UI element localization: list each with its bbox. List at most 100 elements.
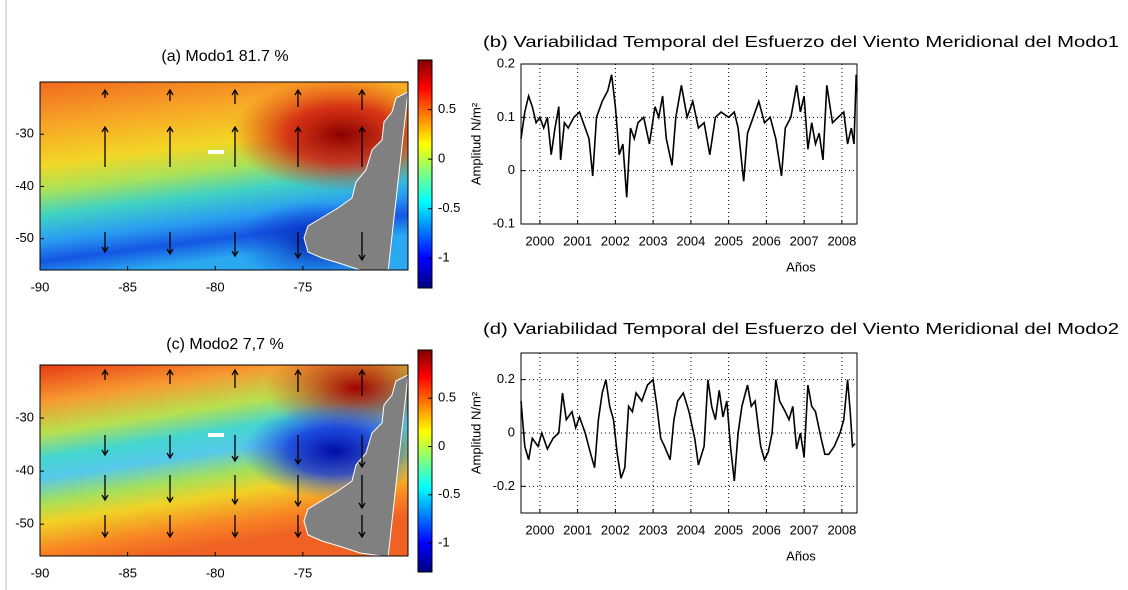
wind-arrow xyxy=(231,232,239,258)
y-tick-label: 0.2 xyxy=(497,371,515,386)
land xyxy=(303,91,408,270)
wind-arrow xyxy=(231,125,239,167)
x-tick-label: 2008 xyxy=(827,233,856,248)
series-line xyxy=(520,378,856,482)
wind-arrow xyxy=(101,368,109,380)
land-marker xyxy=(208,433,224,437)
x-tick-label: 2008 xyxy=(827,522,856,537)
x-tick-label: 2001 xyxy=(563,522,592,537)
y-tick-label: 0.2 xyxy=(497,55,515,70)
plot-frame xyxy=(39,364,409,557)
wind-arrow xyxy=(294,88,302,107)
x-tick-label: -90 xyxy=(31,565,50,580)
series-line xyxy=(520,74,858,198)
wind-arrow xyxy=(166,515,174,539)
x-tick-label: -85 xyxy=(118,279,137,294)
colorbar-tick-label: -0.5 xyxy=(438,486,460,501)
wind-arrow xyxy=(101,515,109,539)
y-tick-label: 0 xyxy=(508,424,515,439)
wind-arrow xyxy=(358,475,366,510)
colorbar xyxy=(417,59,433,289)
y-tick-label: -40 xyxy=(15,178,34,193)
colorbar-tick-label: 0 xyxy=(438,438,445,453)
y-tick-label: 0.1 xyxy=(497,109,515,124)
x-tick-label: -75 xyxy=(293,279,312,294)
wind-arrow xyxy=(101,232,109,254)
x-tick-label: 2005 xyxy=(714,522,743,537)
wind-arrow xyxy=(358,368,366,396)
y-tick-label: -40 xyxy=(15,463,34,478)
x-tick-label: 2005 xyxy=(714,233,743,248)
wind-arrow xyxy=(231,368,239,388)
x-tick-label: 2004 xyxy=(676,522,705,537)
colorbar-tick-label: 0 xyxy=(438,151,445,166)
wind-arrow xyxy=(358,515,366,539)
x-tick-label: 2002 xyxy=(601,233,630,248)
y-tick-label: -0.2 xyxy=(493,478,515,493)
panel-title: (d) Variabilidad Temporal del Esfuerzo d… xyxy=(483,321,1119,338)
wind-arrow xyxy=(166,368,174,384)
y-tick-label: -30 xyxy=(15,409,34,424)
plot-frame xyxy=(520,63,858,225)
wind-arrow xyxy=(101,435,109,457)
wind-arrow xyxy=(294,515,302,539)
wind-arrow xyxy=(294,475,302,508)
wind-arrow xyxy=(166,435,174,460)
x-tick-label: 2007 xyxy=(790,522,819,537)
x-axis-label: Años xyxy=(786,259,816,274)
colorbar-tick-label: 0.5 xyxy=(438,390,456,405)
map-field xyxy=(40,82,408,270)
y-axis-label: Amplitud N/m² xyxy=(468,102,483,185)
wind-arrow xyxy=(101,88,109,98)
wind-arrow xyxy=(358,232,366,262)
wind-arrow xyxy=(358,125,366,167)
x-tick-label: 2006 xyxy=(752,522,781,537)
x-tick-label: 2000 xyxy=(525,233,554,248)
wind-arrow xyxy=(231,515,239,539)
colorbar-tick-label: -1 xyxy=(438,534,450,549)
x-tick-label: 2001 xyxy=(563,233,592,248)
panel-title: (a) Modo1 81.7 % xyxy=(161,48,288,65)
wind-arrow xyxy=(294,125,302,167)
map-field xyxy=(40,365,408,556)
x-tick-label: 2007 xyxy=(790,233,819,248)
colorbar-tick-label: -1 xyxy=(438,250,450,265)
wind-arrow xyxy=(101,475,109,502)
wind-arrow xyxy=(101,125,109,167)
y-tick-label: -30 xyxy=(15,126,34,141)
colorbar xyxy=(417,349,433,573)
x-tick-label: 2000 xyxy=(525,522,554,537)
panel-title: (b) Variabilidad Temporal del Esfuerzo d… xyxy=(483,34,1119,51)
y-axis-label: Amplitud N/m² xyxy=(468,391,483,474)
panel-title: (c) Modo2 7,7 % xyxy=(166,336,283,353)
x-tick-label: 2006 xyxy=(752,233,781,248)
x-tick-label: 2004 xyxy=(676,233,705,248)
wind-arrow xyxy=(231,435,239,463)
colorbar-tick-label: 0.5 xyxy=(438,101,456,116)
x-tick-label: -85 xyxy=(118,565,137,580)
wind-arrow xyxy=(294,232,302,260)
wind-arrow xyxy=(294,368,302,392)
x-tick-label: 2003 xyxy=(639,522,668,537)
x-tick-label: -80 xyxy=(206,565,225,580)
x-tick-label: -75 xyxy=(293,565,312,580)
wind-arrow xyxy=(294,435,302,466)
x-tick-label: 2003 xyxy=(639,233,668,248)
wind-arrow xyxy=(166,232,174,256)
x-tick-label: -80 xyxy=(206,279,225,294)
y-tick-label: -50 xyxy=(15,230,34,245)
wind-arrow xyxy=(358,435,366,469)
y-tick-label: -0.1 xyxy=(493,215,515,230)
wind-arrow xyxy=(231,88,239,104)
x-axis-label: Años xyxy=(786,548,816,563)
wind-arrow xyxy=(166,125,174,167)
wind-arrow xyxy=(166,88,174,101)
wind-arrow xyxy=(358,88,366,110)
plot-frame xyxy=(39,81,409,271)
colorbar-tick-label: -0.5 xyxy=(438,200,460,215)
land-marker xyxy=(208,150,224,154)
x-tick-label: 2002 xyxy=(601,522,630,537)
wind-arrow xyxy=(166,475,174,504)
x-tick-label: -90 xyxy=(31,279,50,294)
